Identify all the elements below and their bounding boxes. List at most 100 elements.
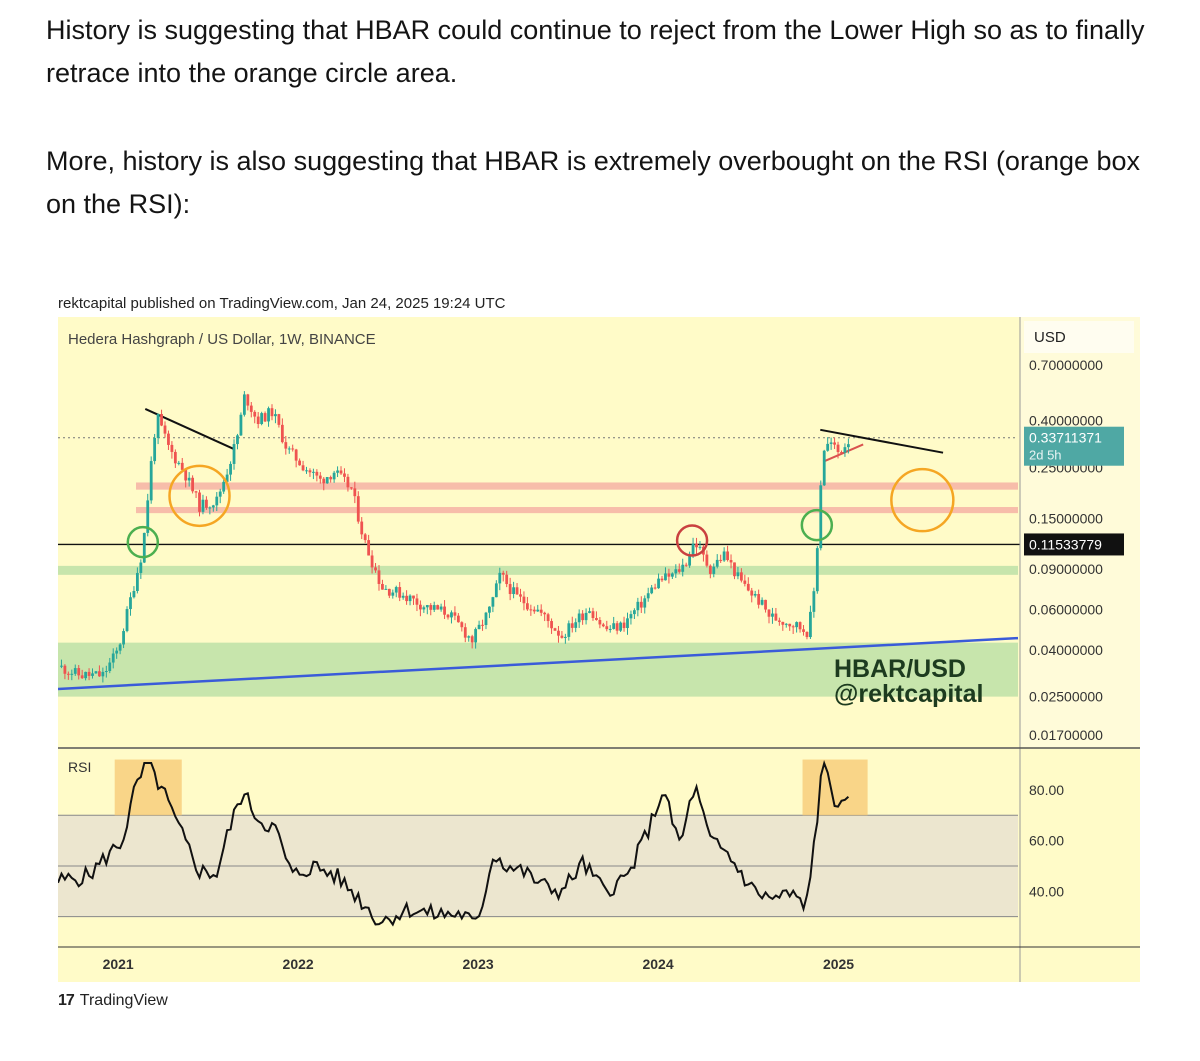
price-tick-label: 0.06000000 [1029, 601, 1103, 617]
candle-body [363, 534, 367, 541]
candle-body [201, 499, 205, 512]
candle-body [377, 570, 381, 584]
candle-body [374, 567, 377, 571]
rsi-label: RSI [68, 759, 91, 775]
candle-body [570, 623, 574, 628]
candle-body [191, 477, 195, 492]
candle-body [546, 614, 550, 622]
candle-body [809, 611, 812, 638]
candle-body [812, 591, 816, 612]
candle-body [208, 507, 212, 509]
last-price-tag [1024, 426, 1124, 466]
candle-body [356, 496, 360, 522]
candle-body [681, 564, 685, 572]
candle-body [567, 623, 571, 637]
candle-body [512, 587, 515, 595]
rsi-tick-label: 80.00 [1029, 782, 1064, 798]
resistance-zone-lower [136, 507, 1018, 514]
green-circle-2024 [800, 508, 834, 542]
price-axis-bg [1020, 317, 1140, 747]
candle-body [408, 595, 412, 602]
candle-body [370, 555, 374, 568]
candle-body [626, 618, 629, 629]
candle-body [198, 492, 201, 512]
candle-body [460, 622, 464, 628]
candle-body [394, 587, 398, 593]
candle-body [505, 574, 509, 585]
candle-body [277, 414, 281, 425]
candle-body [398, 587, 402, 598]
candle-body [677, 569, 681, 572]
candle-body [522, 596, 526, 604]
candle-body [498, 572, 502, 584]
candle-body [515, 587, 519, 595]
candle-body [153, 437, 157, 462]
price-tick-label: 0.02500000 [1029, 689, 1103, 705]
candle-body [584, 612, 588, 621]
candle-body [815, 548, 819, 592]
candle-body [781, 621, 785, 625]
candle-body [242, 394, 246, 415]
candle-body [605, 626, 609, 630]
candle-body [135, 572, 139, 591]
candle-body [308, 470, 312, 473]
candle-body [80, 675, 84, 679]
candle-body [684, 564, 688, 566]
rsi-line [58, 760, 850, 927]
time-tick-label: 2023 [463, 956, 494, 972]
candle-body [215, 496, 219, 506]
candle-body [822, 450, 826, 486]
candle-body [574, 622, 578, 628]
candle-body [819, 485, 823, 549]
candle-body [118, 644, 122, 651]
candle-body [532, 609, 536, 612]
candle-body [401, 595, 405, 598]
candle-body [484, 612, 488, 626]
candle-body [429, 605, 433, 610]
tradingview-brand[interactable]: 17 TradingView [58, 992, 168, 1010]
candle-body [598, 619, 602, 625]
candle-body [664, 573, 667, 581]
candle-body [543, 612, 547, 615]
candle-body [353, 488, 357, 497]
candle-body [187, 477, 191, 481]
rsi-tick-label: 40.00 [1029, 883, 1064, 899]
candle-body [764, 599, 767, 610]
candle-body [312, 471, 315, 473]
candle-body [387, 588, 391, 596]
candle-body [636, 601, 640, 611]
post-paragraph-1: History is suggesting that HBAR could co… [46, 15, 1145, 88]
candle-body [736, 572, 740, 577]
candle-body [336, 470, 339, 473]
candle-body [274, 414, 277, 417]
candle-body [66, 673, 70, 675]
candle-body [560, 635, 564, 638]
candle-body [132, 590, 136, 598]
candle-body [463, 627, 467, 638]
candle-body [726, 551, 729, 561]
candle-body [477, 624, 481, 630]
candle-body [494, 583, 498, 598]
candle-body [111, 653, 115, 663]
candle-body [263, 413, 267, 422]
candle-body [688, 554, 692, 566]
candle-body [260, 413, 264, 425]
candle-body [184, 469, 188, 481]
candle-body [291, 448, 295, 450]
candle-body [529, 609, 533, 611]
candle-body [577, 613, 581, 623]
candle-body [84, 671, 88, 679]
chart-credit: rektcapital published on TradingView.com… [58, 295, 506, 312]
candle-body [129, 597, 132, 610]
orange-circle-target [890, 467, 955, 533]
candle-body [301, 465, 305, 471]
candle-body [653, 587, 657, 589]
candle-body [446, 614, 450, 618]
candle-body [705, 554, 709, 566]
candle-body [122, 631, 125, 645]
candle-body [550, 621, 553, 629]
candle-body [846, 444, 850, 448]
time-tick-label: 2024 [642, 956, 673, 972]
candle-body [325, 477, 329, 484]
candle-body [422, 607, 426, 610]
